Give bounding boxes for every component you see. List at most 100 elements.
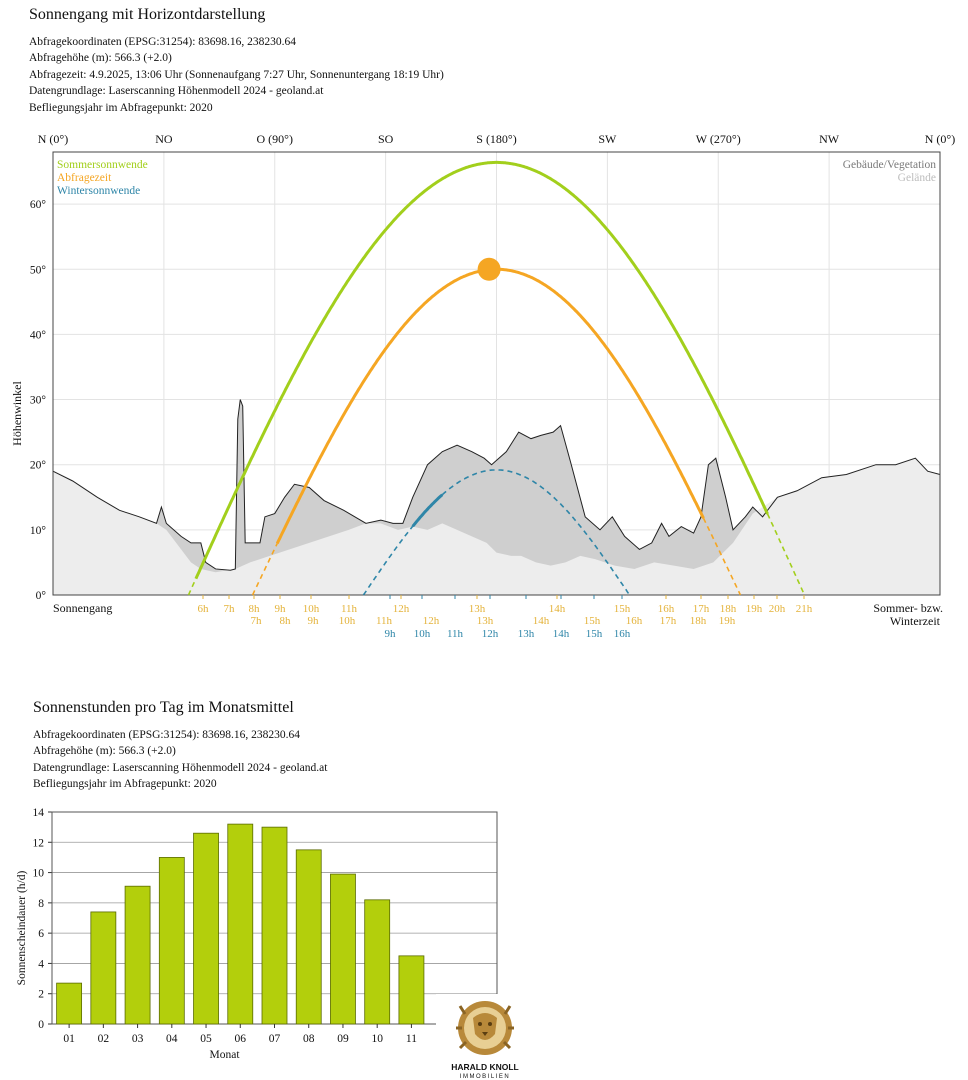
x-tick-label: 09 — [337, 1033, 349, 1045]
bar — [158, 857, 185, 1025]
bar-chart-title: Sonnenstunden pro Tag im Monatsmittel — [33, 699, 294, 716]
y-axis-label: Sonnenscheindauer (h/d) — [16, 871, 28, 986]
time-note-label: Winterzeit — [890, 614, 941, 628]
y-tick-label: 8 — [38, 898, 44, 910]
direction-label: NW — [819, 132, 840, 146]
bar — [330, 873, 356, 1025]
legend-item: Gelände — [898, 172, 936, 184]
x-tick-label: 04 — [166, 1033, 178, 1045]
meta-line: Befliegungsjahr im Abfragepunkt: 2020 — [33, 778, 217, 791]
x-tick-label: 07 — [269, 1033, 281, 1045]
hour-label: 9h — [275, 603, 287, 615]
hour-label: 18h — [720, 603, 737, 615]
x-tick-label: 06 — [235, 1033, 247, 1045]
bar — [227, 823, 254, 1025]
harald-knoll-logo: HARALD KNOLL IMMOBILIEN — [451, 1001, 519, 1080]
hour-label: 17h — [693, 603, 710, 615]
hour-label: 10h — [414, 628, 431, 640]
query-arc-hidden — [702, 517, 742, 596]
legend-item: Sommersonnwende — [57, 159, 148, 171]
y-tick-label: 20° — [30, 460, 47, 472]
hour-label: 19h — [719, 615, 736, 627]
summer-arc — [194, 160, 769, 580]
hour-label: 21h — [796, 603, 813, 615]
hour-label: 13h — [469, 603, 486, 615]
bar — [56, 982, 83, 1025]
y-tick-label: 2 — [38, 989, 44, 1001]
buildings-vegetation-area — [53, 399, 940, 595]
bar — [124, 885, 151, 1025]
x-tick-label: 10 — [371, 1033, 383, 1045]
meta-line: Abfragehöhe (m): 566.3 (+2.0) — [33, 745, 176, 758]
direction-label: NO — [155, 132, 173, 146]
winter-arc-hidden — [441, 469, 631, 596]
hour-label: 10h — [303, 603, 320, 615]
hour-label: 10h — [339, 615, 356, 627]
direction-label: SO — [378, 132, 394, 146]
bar — [193, 832, 219, 1025]
y-tick-label: 0 — [38, 1019, 44, 1031]
hour-label: 11h — [447, 628, 464, 640]
bar — [364, 899, 391, 1025]
hour-label: 7h — [251, 615, 263, 627]
meta-line: Datengrundlage: Laserscanning Höhenmodel… — [29, 85, 324, 98]
current-sun-marker — [477, 257, 501, 281]
x-tick-label: 05 — [200, 1033, 212, 1045]
hour-label: 15h — [584, 615, 601, 627]
x-tick-label: 02 — [98, 1033, 110, 1045]
sunrise-side-label: Sonnengang — [53, 601, 112, 615]
horizon-outline — [52, 399, 941, 571]
hour-label: 16h — [626, 615, 643, 627]
sun-chart-meta: Abfragekoordinaten (EPSG:31254): 83698.1… — [29, 34, 444, 116]
meta-line: Abfragekoordinaten (EPSG:31254): 83698.1… — [33, 729, 301, 741]
y-tick-label: 10° — [30, 525, 47, 537]
hour-label: 8h — [249, 603, 261, 615]
y-tick-label: 4 — [38, 958, 44, 970]
hour-label: 12h — [423, 615, 440, 627]
y-tick-label: 6 — [38, 928, 44, 940]
time-note-label: Sommer- bzw. — [873, 601, 943, 615]
hour-label: 14h — [553, 628, 570, 640]
hour-label: 12h — [482, 628, 499, 640]
query-arc-hidden — [251, 543, 278, 596]
y-tick-label: 10 — [33, 868, 45, 880]
hour-label: 17h — [660, 615, 677, 627]
bar — [90, 911, 117, 1025]
plot-frame — [52, 151, 941, 596]
hour-label: 11h — [341, 603, 358, 615]
meta-line: Datengrundlage: Laserscanning Höhenmodel… — [33, 761, 328, 774]
winter-arc-visible — [411, 493, 444, 528]
legend-item: Gebäude/Vegetation — [843, 159, 936, 171]
hour-label: 7h — [224, 603, 236, 615]
terrain-area — [53, 458, 940, 595]
logo-sub: IMMOBILIEN — [460, 1074, 510, 1080]
direction-label: W (270°) — [696, 132, 741, 146]
sun-path-chart: 0° 10° 20° 30° 40° 50° 60° N (0°) NO O (90°) SO S (… — [10, 132, 955, 640]
hour-label: 16h — [614, 628, 631, 640]
hour-label: 8h — [280, 615, 292, 627]
hour-label: 11h — [376, 615, 393, 627]
lion-emblem-icon — [456, 1001, 514, 1055]
y-tick-label: 12 — [33, 837, 45, 849]
hour-label: 9h — [308, 615, 320, 627]
y-tick-label: 40° — [30, 329, 47, 341]
bar-chart-meta: Abfragekoordinaten (EPSG:31254): 83698.1… — [33, 727, 327, 793]
hour-label: 20h — [769, 603, 786, 615]
x-tick-label: 03 — [132, 1033, 144, 1045]
hour-label: 9h — [385, 628, 397, 640]
y-tick-label: 14 — [33, 807, 45, 819]
x-tick-label: 08 — [303, 1033, 315, 1045]
logo-name: HARALD KNOLL — [451, 1062, 519, 1072]
summer-arc-hidden — [766, 513, 806, 596]
hour-label: 13h — [477, 615, 494, 627]
legend-item: Abfragezeit — [57, 172, 112, 184]
hour-label: 15h — [586, 628, 603, 640]
x-axis-label: Monat — [209, 1049, 240, 1061]
y-tick-label: 30° — [30, 395, 47, 407]
meta-line: Abfragehöhe (m): 566.3 (+2.0) — [29, 52, 172, 65]
x-tick-label: 01 — [63, 1033, 75, 1045]
sun-chart-title: Sonnengang mit Horizontdarstellung — [29, 6, 266, 23]
bar — [398, 955, 425, 1025]
meta-line: Abfragekoordinaten (EPSG:31254): 83698.1… — [29, 36, 297, 48]
bar — [261, 826, 288, 1025]
